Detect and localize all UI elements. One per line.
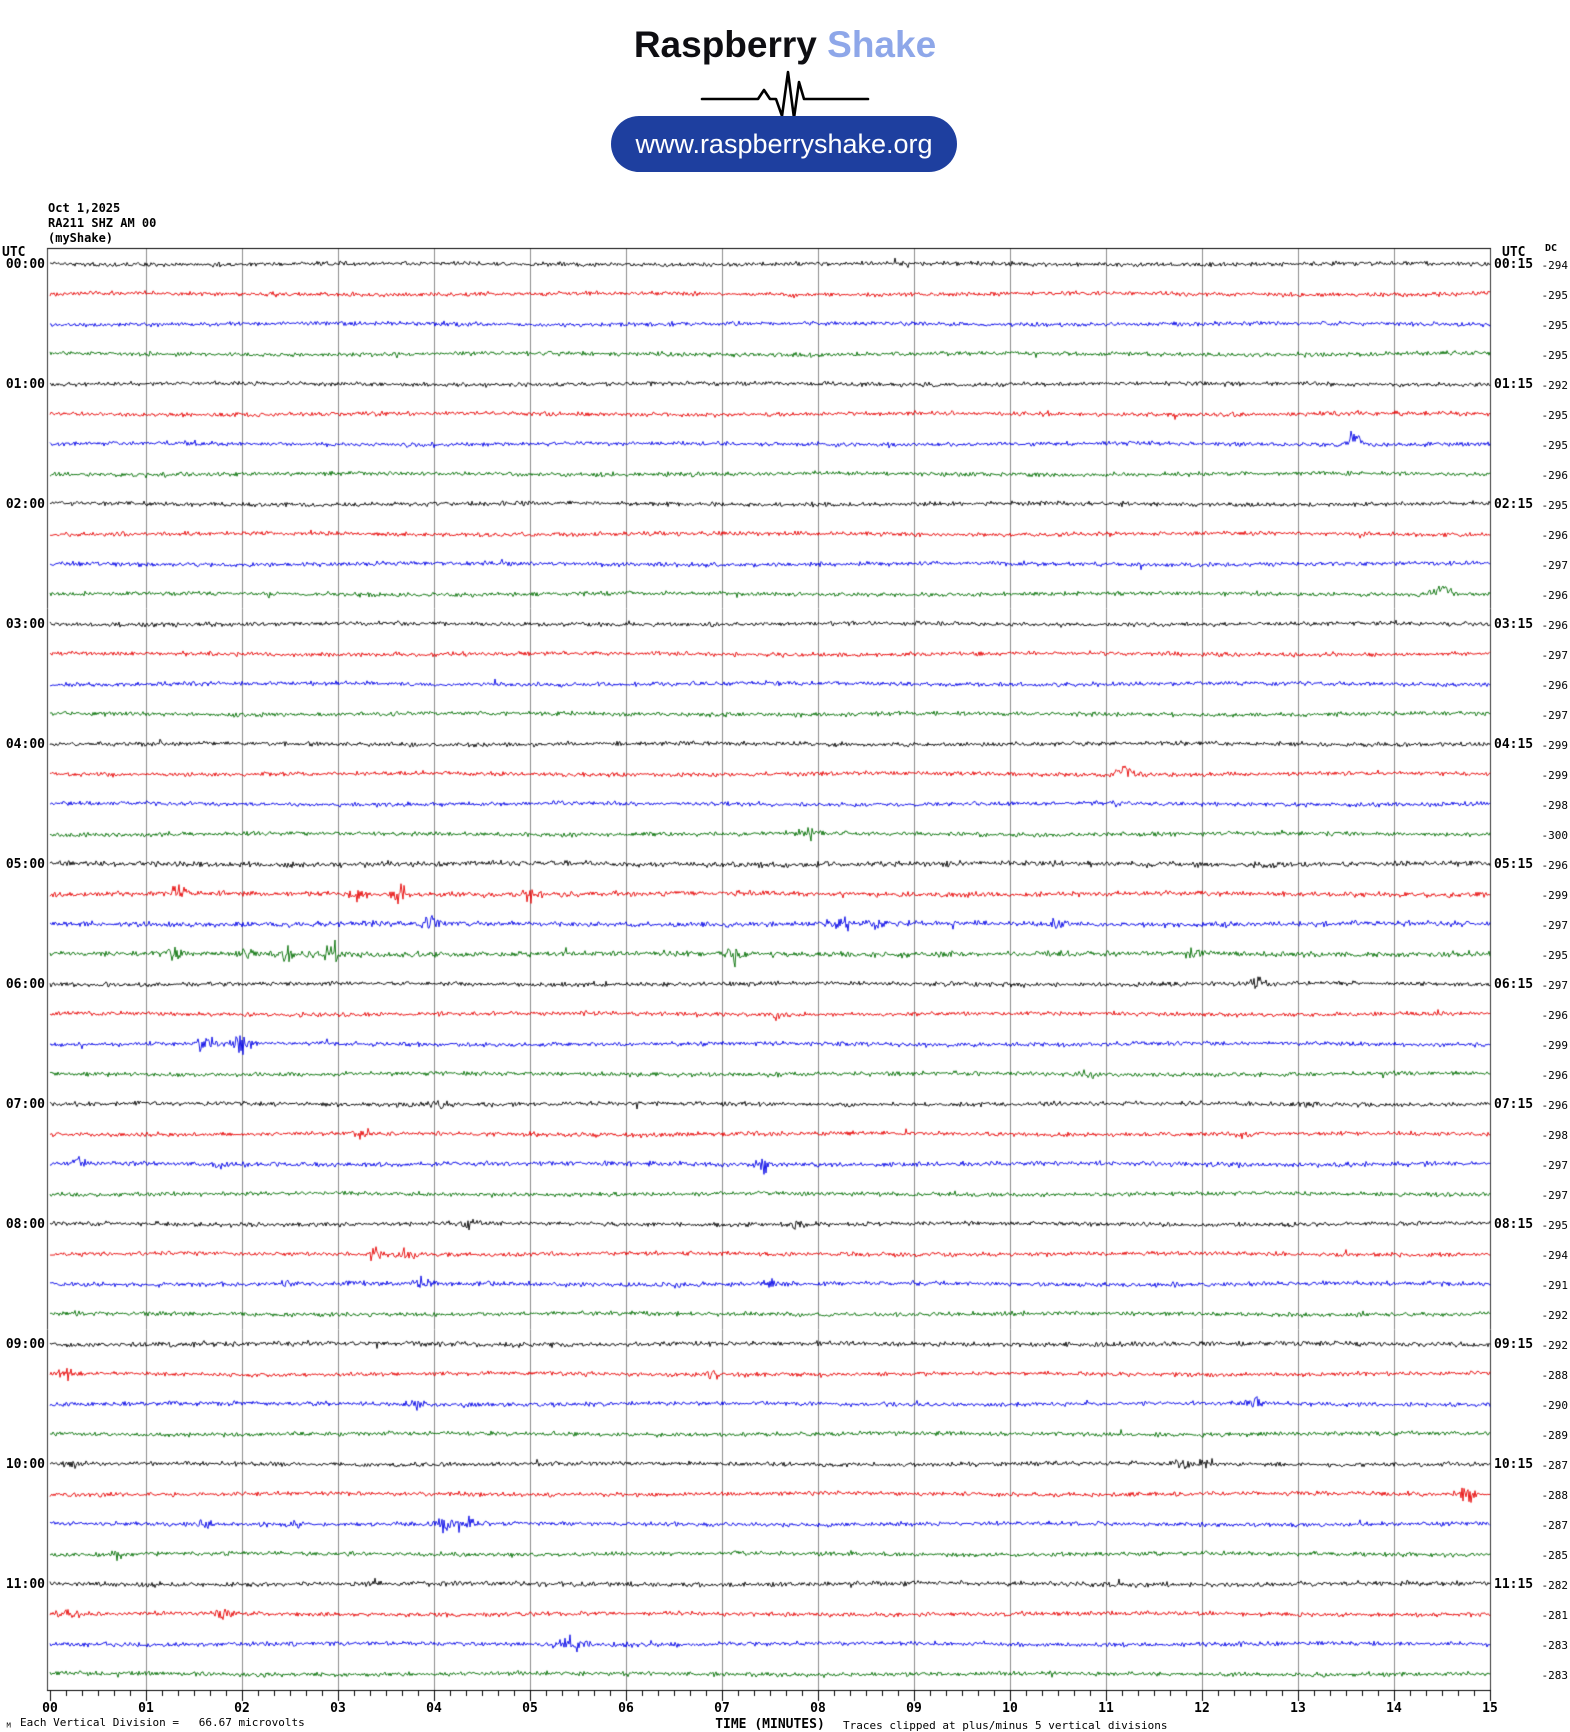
hour-label-left: 00:00 [5, 257, 45, 272]
minute-tick-label: 13 [1290, 1701, 1306, 1716]
minute-tick-label: 15 [1482, 1701, 1498, 1716]
minute-tick-label: 05 [522, 1701, 538, 1716]
dc-value: -299 [1541, 1039, 1569, 1052]
dc-value: -294 [1541, 259, 1569, 272]
time-axis-label: TIME (MINUTES) [715, 1717, 825, 1732]
dc-value: -299 [1541, 739, 1569, 752]
minute-tick-label: 08 [810, 1701, 826, 1716]
dc-value: -297 [1541, 709, 1569, 722]
hour-label-right: 03:15 [1494, 617, 1534, 632]
dc-value: -292 [1541, 1309, 1569, 1322]
dc-value: -297 [1541, 649, 1569, 662]
dc-value: -288 [1541, 1489, 1569, 1502]
hour-label-right: 09:15 [1494, 1337, 1534, 1352]
dc-value: -289 [1541, 1429, 1569, 1442]
hour-label-right: 10:15 [1494, 1457, 1534, 1472]
corner-glyph: M [6, 1722, 11, 1730]
dc-value: -299 [1541, 889, 1569, 902]
dc-value: -292 [1541, 1339, 1569, 1352]
hour-label-left: 05:00 [5, 857, 45, 872]
dc-value: -297 [1541, 1159, 1569, 1172]
minute-tick-label: 09 [906, 1701, 922, 1716]
minute-tick-label: 03 [330, 1701, 346, 1716]
dc-value: -295 [1541, 1219, 1569, 1232]
dc-value: -283 [1541, 1669, 1569, 1682]
dc-value: -287 [1541, 1459, 1569, 1472]
dc-value: -297 [1541, 559, 1569, 572]
dc-value: -295 [1541, 409, 1569, 422]
hour-label-left: 03:00 [5, 617, 45, 632]
dc-value: -292 [1541, 379, 1569, 392]
dc-value: -298 [1541, 799, 1569, 812]
dc-value: -281 [1541, 1609, 1569, 1622]
dc-value: -300 [1541, 829, 1569, 842]
dc-value: -298 [1541, 1129, 1569, 1142]
dc-value: -296 [1541, 469, 1569, 482]
dc-value: -296 [1541, 529, 1569, 542]
hour-label-right: 04:15 [1494, 737, 1534, 752]
hour-label-right: 08:15 [1494, 1217, 1534, 1232]
hour-label-right: 07:15 [1494, 1097, 1534, 1112]
vertical-division-note: Each Vertical Division = 66.67 microvolt… [20, 1716, 305, 1729]
minute-tick-label: 00 [42, 1701, 58, 1716]
dc-value: -295 [1541, 349, 1569, 362]
hour-label-right: 02:15 [1494, 497, 1534, 512]
hour-label-left: 11:00 [5, 1577, 45, 1592]
hour-label-left: 09:00 [5, 1337, 45, 1352]
minute-tick-label: 11 [1098, 1701, 1114, 1716]
hour-label-right: 11:15 [1494, 1577, 1534, 1592]
dc-value: -290 [1541, 1399, 1569, 1412]
minute-tick-label: 01 [138, 1701, 154, 1716]
dc-value: -297 [1541, 979, 1569, 992]
dc-value: -295 [1541, 439, 1569, 452]
minute-tick-label: 07 [714, 1701, 730, 1716]
dc-value: -296 [1541, 1099, 1569, 1112]
minute-tick-label: 12 [1194, 1701, 1210, 1716]
clip-note: Traces clipped at plus/minus 5 vertical … [843, 1719, 1168, 1732]
dc-value: -299 [1541, 769, 1569, 782]
dc-value: -295 [1541, 319, 1569, 332]
dc-value: -296 [1541, 589, 1569, 602]
minute-tick-label: 04 [426, 1701, 442, 1716]
dc-value: -283 [1541, 1639, 1569, 1652]
dc-value: -296 [1541, 619, 1569, 632]
dc-value: -295 [1541, 499, 1569, 512]
dc-value: -296 [1541, 679, 1569, 692]
hour-label-left: 08:00 [5, 1217, 45, 1232]
hour-label-left: 07:00 [5, 1097, 45, 1112]
minute-tick-label: 14 [1386, 1701, 1402, 1716]
dc-value: -282 [1541, 1579, 1569, 1592]
minute-tick-label: 06 [618, 1701, 634, 1716]
hour-label-left: 06:00 [5, 977, 45, 992]
dc-value: -295 [1541, 289, 1569, 302]
hour-label-right: 06:15 [1494, 977, 1534, 992]
minute-tick-label: 02 [234, 1701, 250, 1716]
dc-value: -285 [1541, 1549, 1569, 1562]
dc-value: -287 [1541, 1519, 1569, 1532]
minute-tick-label: 10 [1002, 1701, 1018, 1716]
dc-value: -295 [1541, 949, 1569, 962]
hour-label-left: 02:00 [5, 497, 45, 512]
dc-value: -288 [1541, 1369, 1569, 1382]
dc-value: -296 [1541, 1069, 1569, 1082]
hour-label-right: 01:15 [1494, 377, 1534, 392]
dc-value: -294 [1541, 1249, 1569, 1262]
dc-value: -297 [1541, 1189, 1569, 1202]
dc-value: -291 [1541, 1279, 1569, 1292]
dc-value: -296 [1541, 1009, 1569, 1022]
dc-value: -297 [1541, 919, 1569, 932]
hour-label-left: 04:00 [5, 737, 45, 752]
hour-label-right: 00:15 [1494, 257, 1534, 272]
hour-label-left: 10:00 [5, 1457, 45, 1472]
dc-value: -296 [1541, 859, 1569, 872]
hour-label-left: 01:00 [5, 377, 45, 392]
hour-label-right: 05:15 [1494, 857, 1534, 872]
